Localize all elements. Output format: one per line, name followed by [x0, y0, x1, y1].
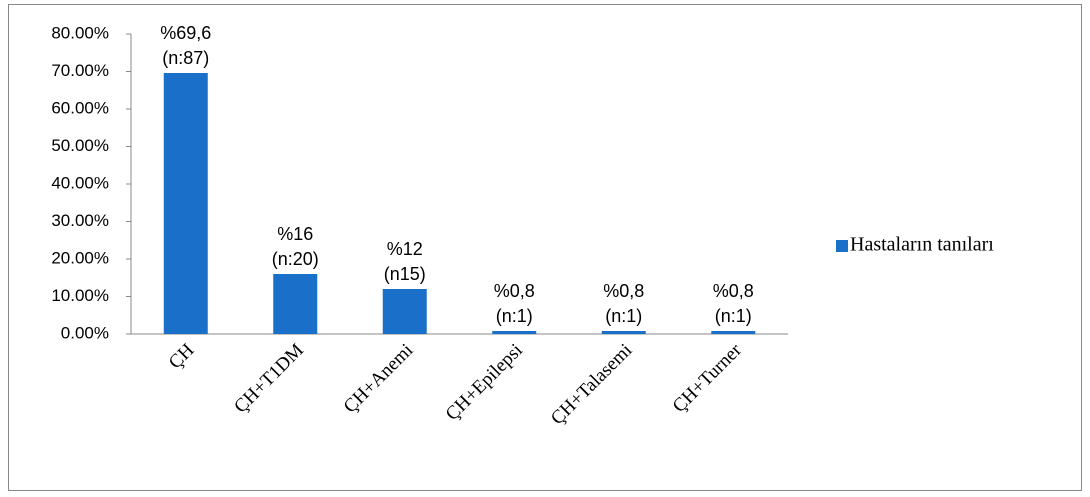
- y-tick-label: 20.00%: [51, 248, 109, 267]
- bar: [601, 331, 646, 334]
- bar: [711, 331, 756, 334]
- data-label: (n:20): [272, 249, 319, 269]
- data-label: (n:1): [715, 306, 752, 326]
- legend-swatch: [836, 240, 848, 252]
- bar: [382, 289, 427, 334]
- data-label: (n:1): [605, 306, 642, 326]
- y-tick-label: 70.00%: [51, 61, 109, 80]
- chart-border: [8, 4, 1082, 491]
- x-tick-label: ÇH+T1DM: [230, 340, 308, 418]
- data-label: %69,6: [160, 23, 211, 43]
- data-label: %16: [277, 224, 313, 244]
- x-tick-label: ÇH+Epilepsi: [442, 340, 527, 425]
- data-label: %0,8: [494, 281, 535, 301]
- x-tick-label: ÇH+Anemi: [340, 340, 418, 418]
- y-tick-label: 10.00%: [51, 286, 109, 305]
- bar: [163, 73, 208, 334]
- legend-label: Hastaların tanıları: [850, 234, 994, 256]
- y-tick-label: 50.00%: [51, 136, 109, 155]
- data-label: (n:1): [496, 306, 533, 326]
- bar: [273, 274, 318, 334]
- y-tick-label: 60.00%: [51, 98, 109, 117]
- x-tick-label: ÇH: [165, 340, 199, 374]
- y-tick-label: 30.00%: [51, 211, 109, 230]
- data-label: (n:87): [162, 48, 209, 68]
- x-tick-label: ÇH+Talasemi: [547, 340, 636, 429]
- y-tick-label: 80.00%: [51, 23, 109, 42]
- x-tick-label: ÇH+Turner: [669, 339, 747, 417]
- data-label: %0,8: [603, 281, 644, 301]
- y-tick-label: 40.00%: [51, 173, 109, 192]
- data-label: %0,8: [713, 281, 754, 301]
- data-label: %12: [387, 239, 423, 259]
- data-label: (n15): [384, 264, 426, 284]
- y-tick-label: 0.00%: [61, 323, 109, 342]
- bar: [492, 331, 537, 334]
